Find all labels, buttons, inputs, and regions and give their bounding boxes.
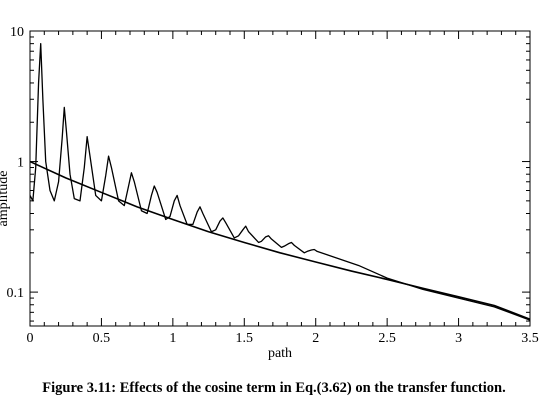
plot-frame bbox=[29, 30, 531, 327]
tick-layer bbox=[29, 30, 531, 326]
x-tick-label: 1.5 bbox=[236, 331, 254, 346]
y-tick-label: 10 bbox=[10, 25, 24, 40]
x-tick-label: 1 bbox=[169, 331, 176, 346]
chart: 0 0.5 1 1.5 2 2.5 3 3.5 0.1 1 10 path amplitude bbox=[0, 25, 539, 361]
figure-caption: Figure 3.11: Effects of the cosine term … bbox=[42, 380, 506, 396]
x-tick-label: 2 bbox=[312, 331, 319, 346]
x-tick-label: 3 bbox=[455, 331, 462, 346]
tick-label-layer: 0 0.5 1 1.5 2 2.5 3 3.5 0.1 1 10 bbox=[7, 25, 539, 346]
x-axis-label: path bbox=[268, 346, 292, 361]
series-layer bbox=[29, 43, 531, 321]
x-tick-label: 2.5 bbox=[378, 331, 396, 346]
y-tick-label: 0.1 bbox=[7, 286, 25, 301]
series-line-1 bbox=[29, 160, 531, 320]
x-tick-label: 3.5 bbox=[521, 331, 539, 346]
series-line-2 bbox=[29, 43, 531, 321]
x-tick-label: 0.5 bbox=[93, 331, 111, 346]
y-axis-label: amplitude bbox=[0, 171, 11, 227]
y-tick-label: 1 bbox=[17, 156, 24, 171]
x-tick-label: 0 bbox=[27, 331, 34, 346]
